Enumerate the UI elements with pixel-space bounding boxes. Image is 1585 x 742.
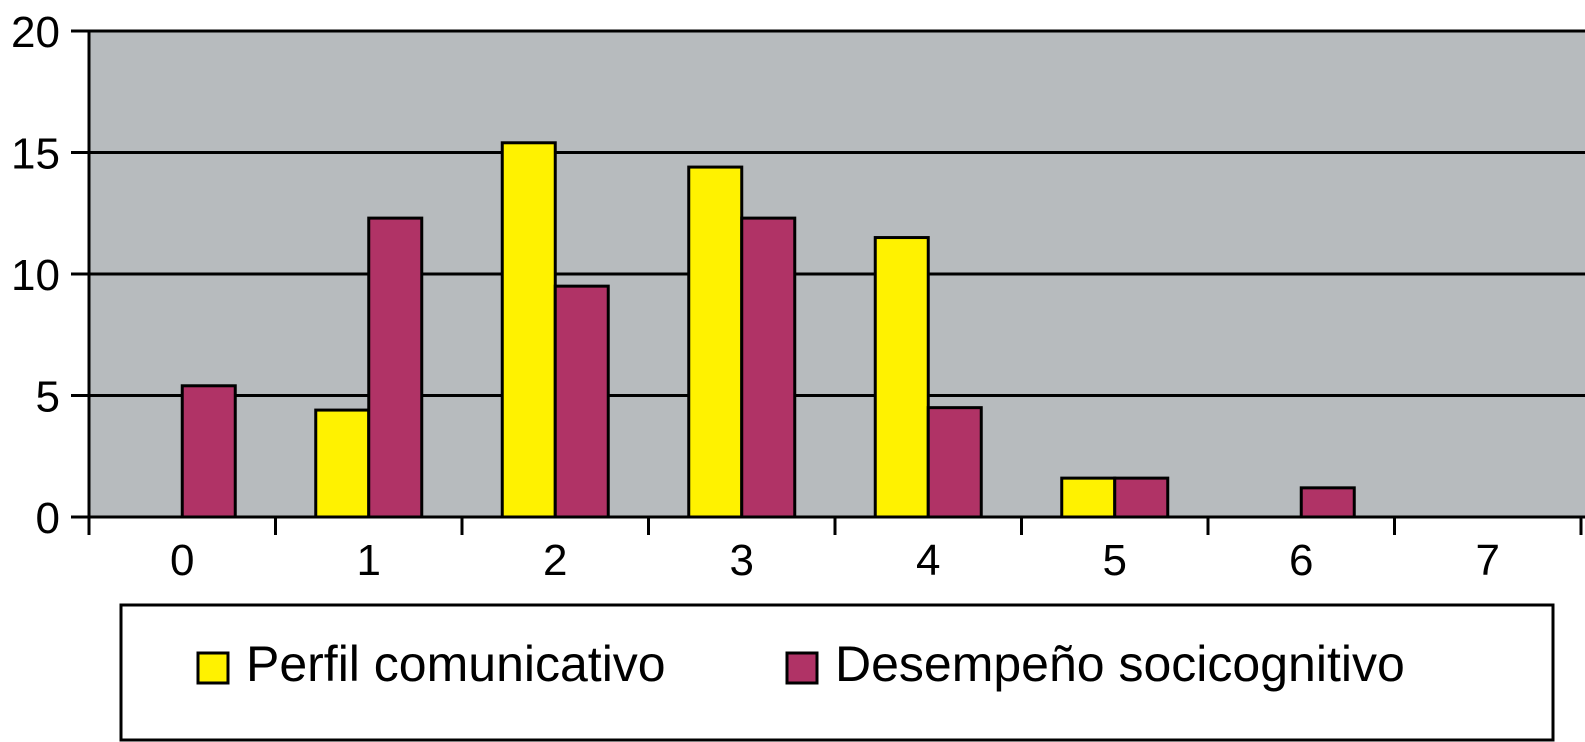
y-tick-label: 15	[11, 130, 60, 179]
x-tick-label-4: 4	[916, 536, 940, 585]
x-tick-label-0: 0	[170, 536, 194, 585]
y-tick-label: 0	[36, 494, 60, 543]
bars	[180, 141, 1356, 519]
x-tick-label-5: 5	[1103, 536, 1127, 585]
axes	[71, 29, 1583, 535]
y-tick-label: 10	[11, 251, 60, 300]
bar-series-1-cat-1	[367, 216, 424, 519]
bar-series-0-cat-2	[500, 141, 557, 519]
x-tick-label-7: 7	[1476, 536, 1500, 585]
bar-series-1-cat-6	[1299, 486, 1356, 519]
bar-series-0-cat-5	[1060, 476, 1117, 519]
x-tick-label-2: 2	[543, 536, 567, 585]
bar-series-0-cat-4	[873, 236, 930, 519]
bar-series-0-cat-1	[314, 408, 371, 519]
legend-swatch-perfil-comunicativo	[196, 651, 230, 685]
bar-series-1-cat-5	[1113, 476, 1170, 519]
y-tick-label: 20	[11, 8, 60, 57]
x-tick-label-1: 1	[357, 536, 381, 585]
x-tick-label-6: 6	[1289, 536, 1313, 585]
legend-box	[119, 603, 1555, 742]
y-tick-labels: 0 5 10 15 20	[11, 8, 60, 543]
bar-series-1-cat-0	[180, 384, 237, 519]
bar-series-1-cat-2	[553, 284, 610, 519]
legend: Perfil comunicativo Desempeño socicognit…	[119, 603, 1555, 742]
x-tick-label-3: 3	[730, 536, 754, 585]
legend-label-perfil-comunicativo: Perfil comunicativo	[246, 636, 666, 692]
legend-label-desempeno-socicognitivo: Desempeño socicognitivo	[835, 636, 1405, 692]
legend-swatch-desempeno-socicognitivo	[785, 651, 819, 685]
x-tick-labels: 0 1 2 3 4 5 6 7	[170, 536, 1500, 585]
y-tick-label: 5	[36, 373, 60, 422]
bar-series-1-cat-4	[926, 406, 983, 519]
bar-series-0-cat-3	[687, 165, 744, 519]
bar-series-1-cat-3	[740, 216, 797, 519]
